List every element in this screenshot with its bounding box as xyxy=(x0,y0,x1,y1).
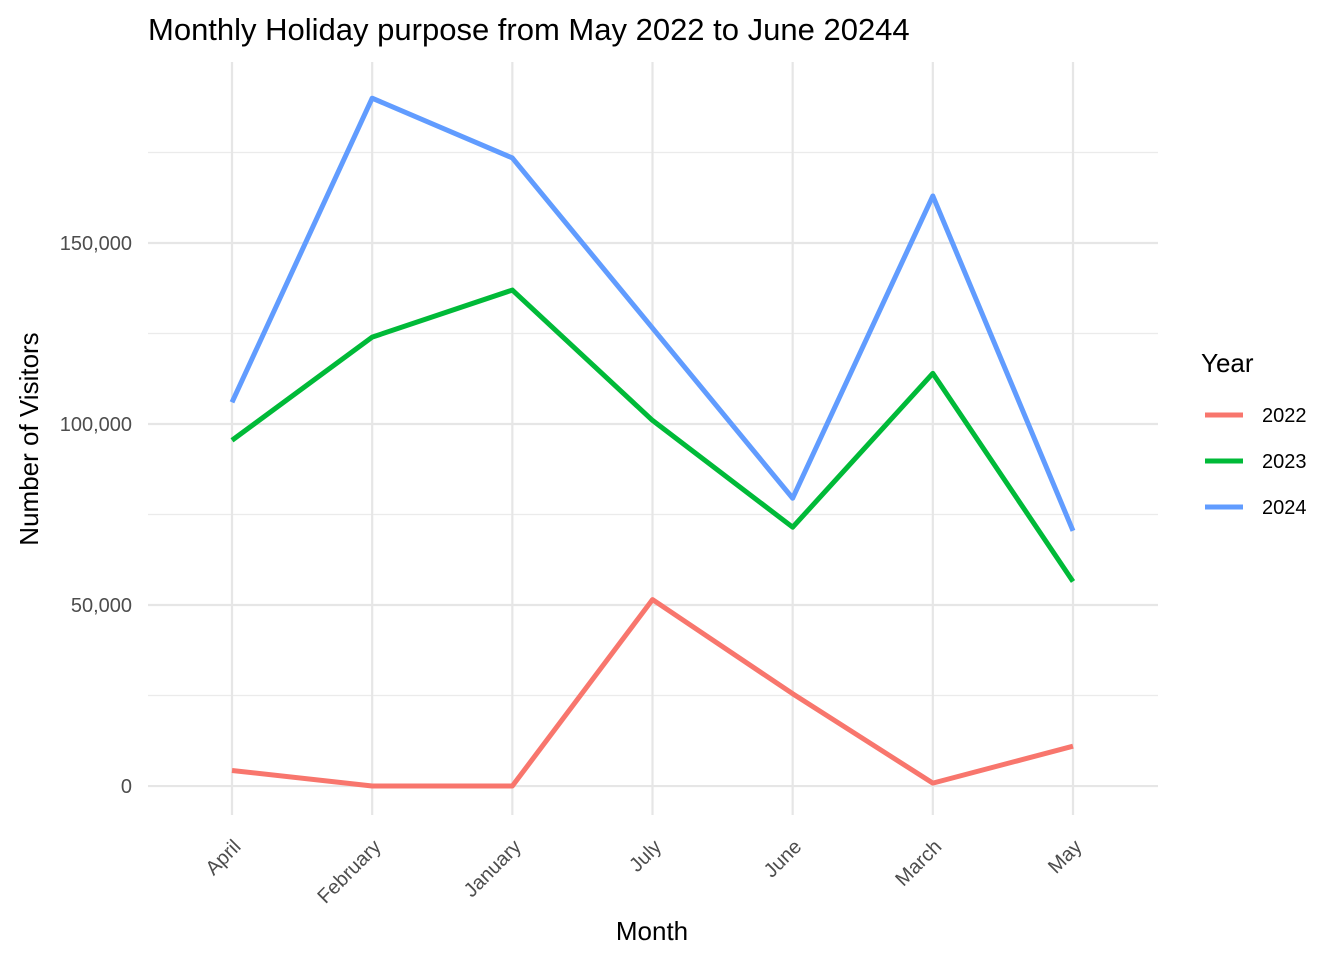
y-axis-title: Number of Visitors xyxy=(14,332,44,545)
x-tick-label: March xyxy=(891,836,946,891)
x-tick-label: January xyxy=(460,836,526,902)
x-axis-title: Month xyxy=(616,916,688,946)
y-tick-label: 100,000 xyxy=(60,414,132,436)
x-axis-tick-labels: April February January July June March May xyxy=(202,836,1087,908)
legend-title: Year xyxy=(1201,348,1254,378)
series-line-2024 xyxy=(229,95,1076,532)
legend-label: 2024 xyxy=(1262,497,1307,519)
y-tick-label: 150,000 xyxy=(60,233,132,255)
legend-item-2024: 2024 xyxy=(1205,497,1307,519)
series-line-2023 xyxy=(230,287,1076,583)
grid xyxy=(148,62,1158,815)
y-axis-tick-labels: 0 50,000 100,000 150,000 xyxy=(60,233,132,798)
y-tick-label: 0 xyxy=(121,776,132,798)
series-lines xyxy=(229,95,1076,789)
x-tick-label: July xyxy=(625,836,666,877)
legend-item-2022: 2022 xyxy=(1205,405,1307,427)
x-tick-label: February xyxy=(313,836,385,908)
x-tick-label: April xyxy=(202,836,246,880)
x-tick-label: May xyxy=(1044,836,1086,878)
legend-label: 2023 xyxy=(1262,451,1307,473)
legend-item-2023: 2023 xyxy=(1205,451,1307,473)
series-line-2022 xyxy=(231,597,1074,789)
x-tick-label: June xyxy=(760,836,806,882)
legend-label: 2022 xyxy=(1262,405,1307,427)
y-tick-label: 50,000 xyxy=(71,595,132,617)
chart-title: Monthly Holiday purpose from May 2022 to… xyxy=(148,12,910,47)
legend: Year 2022 2023 2024 xyxy=(1201,348,1307,519)
